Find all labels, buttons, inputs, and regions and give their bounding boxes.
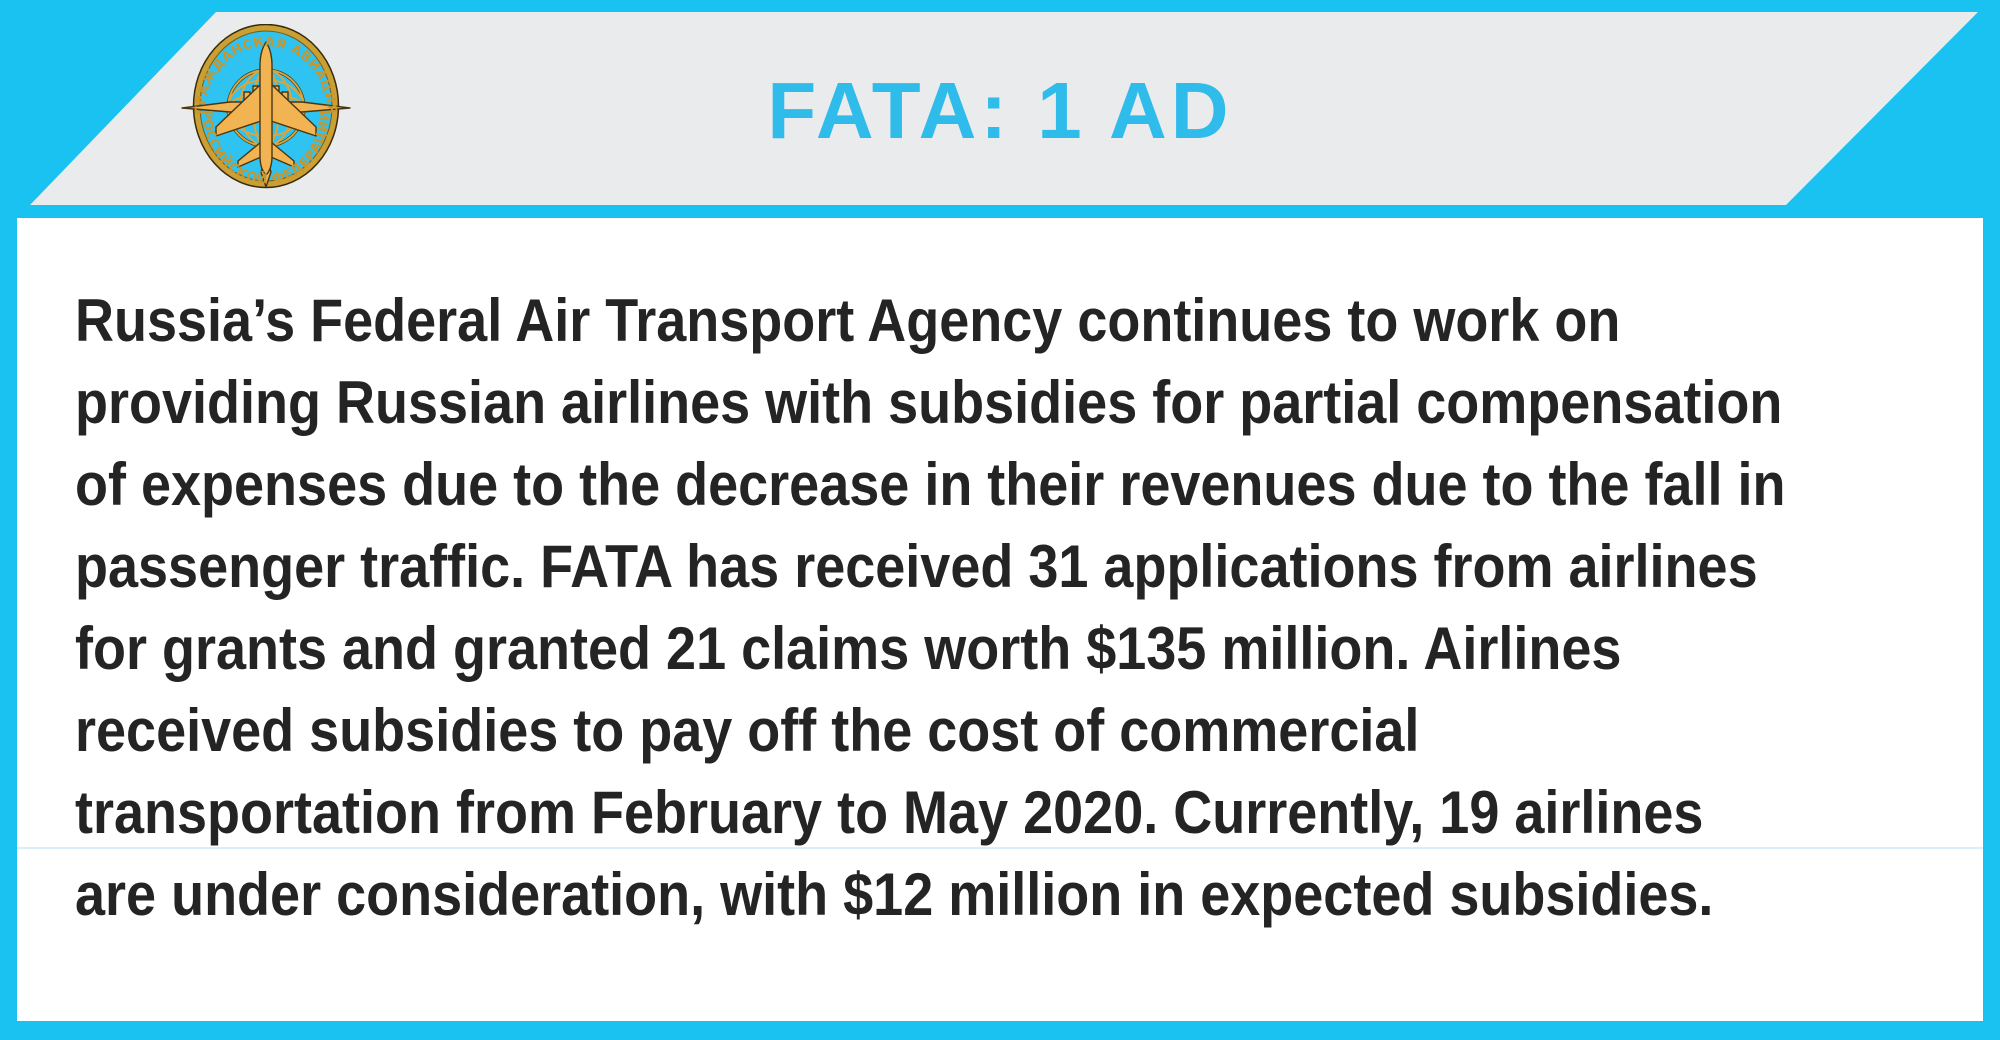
paragraph-line: are under consideration, with $12 millio… <box>75 861 1714 928</box>
paragraph-line: Russia’s Federal Air Transport Agency co… <box>75 287 1621 354</box>
page-title: FATA: 1 AD <box>767 66 1233 155</box>
divider-line <box>17 847 1983 849</box>
civil-aviation-emblem: ГРАЖДАНСКАЯ АВИАЦИЯ РОССИЙСКОЙ ФЕДЕРАЦИИ <box>181 24 351 189</box>
content-card <box>17 218 1983 1021</box>
paragraph-line: providing Russian airlines with subsidie… <box>75 369 1783 436</box>
header-band <box>30 12 1978 205</box>
paragraph-line: for grants and granted 21 claims worth $… <box>75 615 1622 682</box>
paragraph-line: passenger traffic. FATA has received 31 … <box>75 533 1758 600</box>
paragraph-line: transportation from February to May 2020… <box>75 779 1704 846</box>
paragraph-line: of expenses due to the decrease in their… <box>75 451 1786 518</box>
article-paragraph: Russia’s Federal Air Transport Agency co… <box>75 280 1952 936</box>
paragraph-line: received subsidies to pay off the cost o… <box>75 697 1420 764</box>
emblem-airplane <box>181 41 351 188</box>
